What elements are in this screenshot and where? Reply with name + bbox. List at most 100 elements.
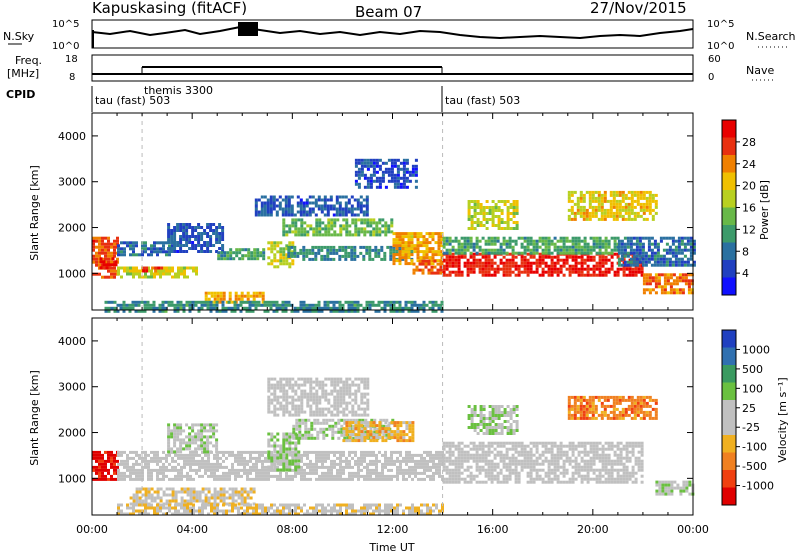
data-cell [339,233,343,237]
data-cell [336,398,340,402]
data-cell [638,245,642,249]
data-cell [305,251,309,255]
data-cell [335,207,339,211]
data-cell [282,459,286,463]
data-cell [332,213,336,217]
data-cell [627,205,631,209]
data-cell [357,424,361,428]
data-cell [402,179,406,183]
data-cell [104,468,107,472]
data-cell [213,471,216,475]
data-cell [354,459,357,463]
data-cell [194,438,198,442]
data-cell [348,477,351,481]
data-cell [291,401,295,405]
data-cell [601,273,605,277]
data-cell [276,477,279,481]
data-cell [344,309,348,313]
data-cell [297,377,301,381]
data-cell [264,471,267,475]
data-cell [249,456,252,460]
data-cell [405,433,409,437]
data-cell [416,256,420,260]
data-cell [185,241,189,244]
data-cell [335,210,339,214]
data-cell [392,238,396,242]
data-cell [345,427,349,431]
data-cell [194,226,198,229]
data-cell [95,456,98,460]
data-cell [451,252,455,256]
data-cell [415,268,419,272]
data-cell [101,236,104,240]
data-cell [95,465,98,469]
data-cell [653,242,657,246]
data-cell [378,424,382,428]
data-cell [284,210,288,214]
data-cell [291,413,295,417]
data-cell [294,462,298,466]
data-cell [219,300,223,304]
power-data [91,113,696,313]
data-cell [117,471,120,475]
data-cell [110,260,113,264]
data-cell [183,456,186,460]
data-cell [413,232,417,236]
data-cell [650,263,654,267]
data-cell [252,450,255,454]
data-cell [647,260,651,264]
data-cell [412,271,416,275]
data-cell [529,251,533,255]
data-cell [598,242,602,246]
data-cell [125,306,129,310]
data-cell [466,239,470,243]
data-cell [432,465,435,469]
data-cell [176,229,180,232]
data-cell [426,474,429,478]
data-cell [273,259,277,263]
data-cell [162,272,165,276]
data-cell [176,226,180,229]
data-cell [168,244,171,248]
data-cell [635,242,639,246]
data-cell [375,439,379,443]
data-cell [677,242,681,246]
data-cell [165,493,169,497]
data-cell [305,213,309,217]
data-cell [282,456,285,460]
data-cell [272,198,276,202]
data-cell [251,300,255,304]
data-cell [338,204,342,208]
data-cell [267,380,271,384]
data-cell [287,251,291,255]
data-cell [177,474,180,478]
data-cell [153,272,156,276]
data-cell [113,239,116,243]
data-cell [423,462,426,466]
data-cell [642,205,646,209]
data-cell [375,456,378,460]
data-cell [491,200,495,203]
data-cell [312,395,316,399]
data-cell [550,264,554,268]
data-cell [321,410,325,414]
data-cell [279,253,283,257]
data-cell [372,421,376,425]
data-cell [368,306,372,310]
data-cell [505,245,509,249]
data-cell [451,239,455,243]
data-cell [231,471,234,475]
data-cell [120,474,123,478]
data-cell [526,267,530,271]
data-cell [592,255,596,259]
data-cell [294,233,298,237]
data-cell [276,380,280,384]
data-cell [177,477,180,481]
data-cell [416,309,420,313]
data-cell [258,291,262,295]
data-cell [405,176,409,180]
data-cell [285,401,289,405]
data-cell [437,241,441,245]
data-cell [565,248,569,252]
data-cell [396,430,400,434]
